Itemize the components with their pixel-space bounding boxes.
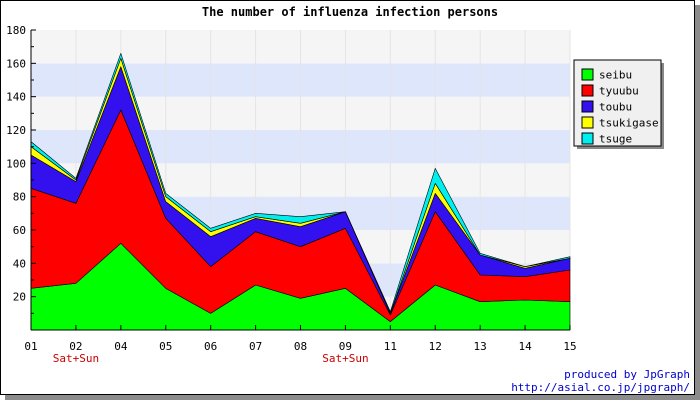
x-tick-label: 06 [204,340,217,353]
x-tick-label: 02 [69,340,82,353]
legend-label-toubu: toubu [599,101,632,114]
x-tick-label: 09 [339,340,352,353]
y-tick-label: 180 [6,24,26,37]
x-tick-sublabel: Sat+Sun [53,352,99,365]
x-tick-label: 01 [24,340,37,353]
legend-swatch-tsukigase [581,116,594,129]
x-tick-label: 05 [159,340,172,353]
credit-url[interactable]: http://asial.co.jp/jpgraph/ [511,381,690,394]
y-tick-label: 100 [6,157,26,170]
y-tick-label: 60 [13,224,26,237]
x-tick-label: 15 [563,340,576,353]
legend-swatch-tyuubu [581,84,594,97]
credit-line-1: produced by JpGraph [564,368,690,381]
x-tick-label: 08 [294,340,307,353]
y-tick-label: 20 [13,291,26,304]
area-tsuge [30,53,571,314]
legend-label-seibu: seibu [599,69,632,82]
x-tick-label: 07 [249,340,262,353]
x-tick-label: 12 [429,340,442,353]
chart-title: The number of influenza infection person… [202,5,498,19]
x-tick-label: 14 [518,340,532,353]
x-tick-label: 13 [474,340,487,353]
legend-label-tyuubu: tyuubu [599,85,639,98]
y-tick-label: 80 [13,191,26,204]
x-tick-label: 04 [114,340,128,353]
x-tick-sublabel: Sat+Sun [322,352,368,365]
x-tick-label: 11 [384,340,397,353]
legend-swatch-toubu [581,100,594,113]
legend-swatch-seibu [581,68,594,81]
y-tick-label: 140 [6,91,26,104]
legend-label-tsukigase: tsukigase [599,117,659,130]
legend-label-tsuge: tsuge [599,133,632,146]
y-tick-label: 40 [13,257,26,270]
y-tick-label: 160 [6,57,26,70]
y-tick-label: 120 [6,124,26,137]
legend-swatch-tsuge [581,132,594,145]
